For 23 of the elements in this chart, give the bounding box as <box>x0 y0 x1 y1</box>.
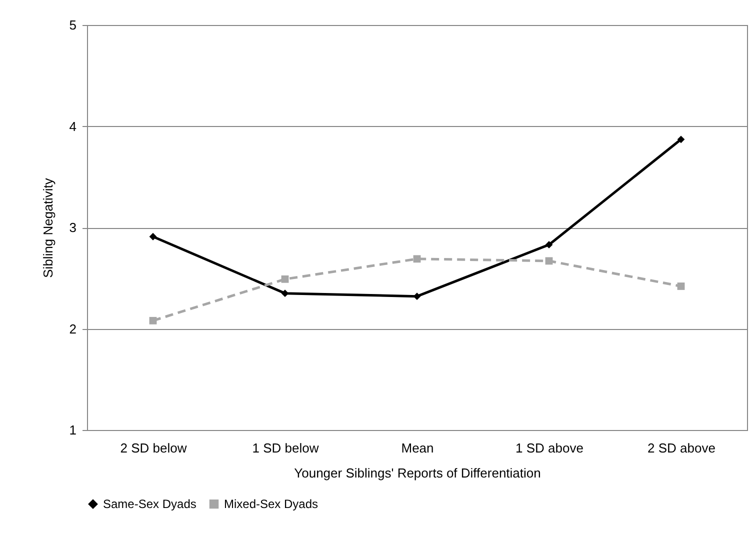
point <box>413 255 421 263</box>
point <box>677 136 685 144</box>
x-tick-label: 2 SD below <box>120 440 188 456</box>
point <box>281 290 289 298</box>
legend-label: Same-Sex Dyads <box>103 497 196 512</box>
y-tick-label: 2 <box>69 321 76 336</box>
y-tick-label: 5 <box>69 18 76 32</box>
y-tick-label: 1 <box>69 422 76 438</box>
point <box>545 257 553 265</box>
y-tick-label: 4 <box>69 118 76 134</box>
x-tick-label: 1 SD above <box>516 440 584 456</box>
x-tick-label: 2 SD above <box>648 440 716 456</box>
y-tick-label: 3 <box>69 220 76 235</box>
point <box>413 292 421 300</box>
point <box>281 275 289 283</box>
point <box>149 232 157 240</box>
x-axis-title: Younger Siblings' Reports of Differentiation <box>294 466 541 480</box>
point <box>677 282 685 290</box>
y-axis-title: Sibling Negativity <box>40 178 56 278</box>
x-tick-label: Mean <box>401 440 434 456</box>
point <box>149 316 157 324</box>
x-tick-label: 1 SD below <box>252 440 320 456</box>
legend-label: Mixed-Sex Dyads <box>224 497 318 512</box>
